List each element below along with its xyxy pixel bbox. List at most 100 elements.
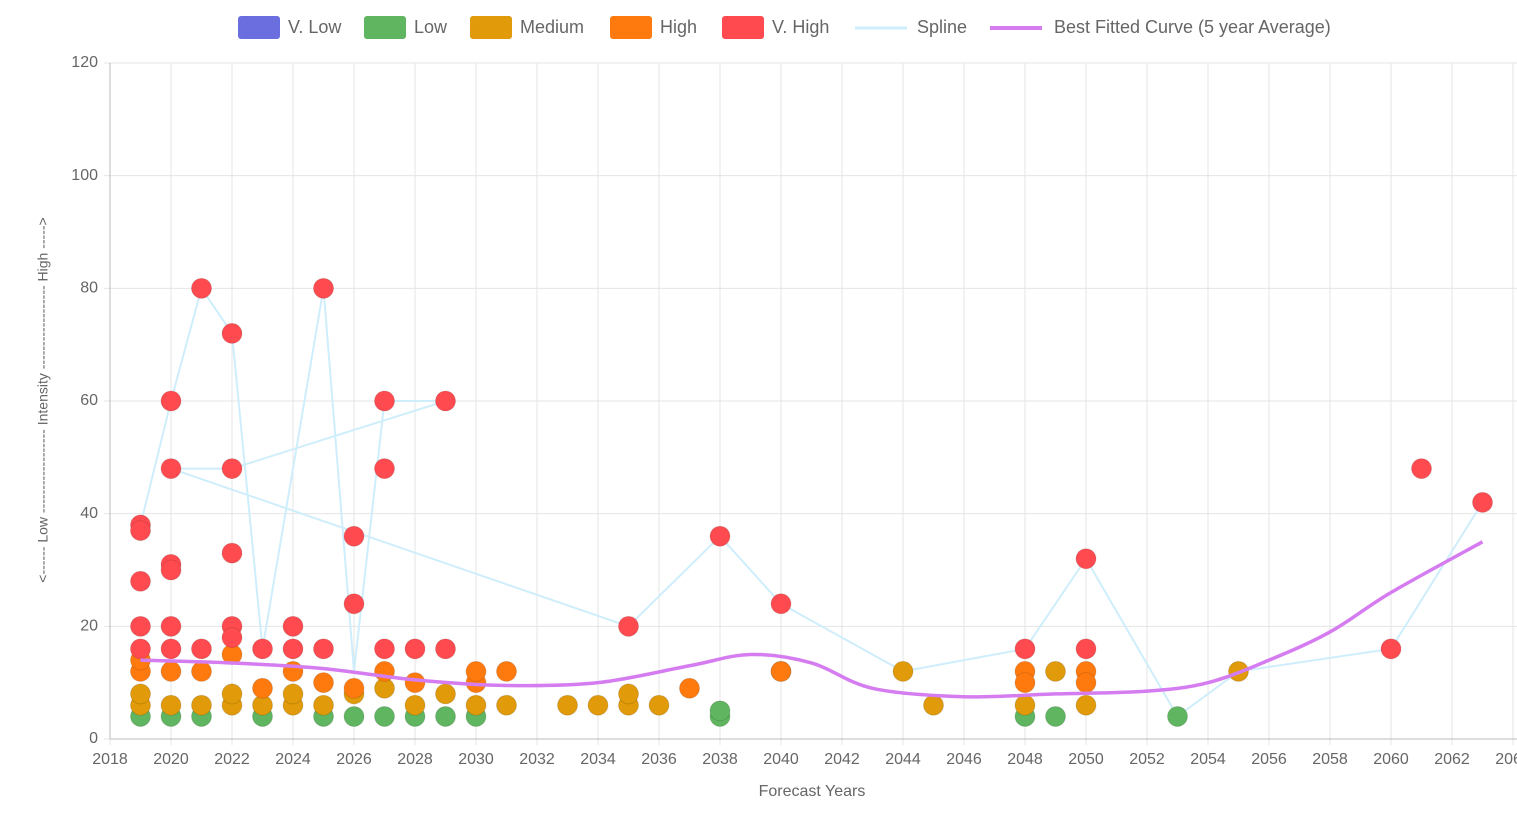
data-point	[557, 694, 578, 716]
x-tick-label: 2032	[519, 751, 555, 768]
data-point	[709, 700, 731, 722]
legend-label: Spline	[917, 17, 967, 37]
x-tick-label: 2022	[214, 751, 250, 768]
legend-label: Low	[414, 17, 448, 37]
data-point	[160, 694, 182, 716]
data-point	[221, 542, 243, 564]
data-point	[221, 458, 243, 480]
data-point	[343, 677, 365, 699]
y-tick-label: 40	[80, 505, 98, 522]
y-axis-label: <------ Low ------------------ Intensity…	[35, 217, 51, 582]
data-point	[618, 615, 639, 637]
data-point	[404, 672, 426, 694]
data-point	[313, 672, 334, 694]
x-tick-label: 2020	[153, 751, 189, 768]
data-point	[618, 683, 639, 705]
x-tick-label: 2058	[1312, 751, 1348, 768]
x-tick-label: 2050	[1068, 751, 1104, 768]
legend-item: V. Low	[238, 16, 342, 39]
data-point	[282, 615, 304, 637]
y-tick-label: 60	[80, 392, 98, 409]
data-point	[191, 694, 212, 716]
data-point	[1075, 694, 1097, 716]
data-point	[770, 660, 792, 682]
data-point	[160, 638, 182, 660]
data-point	[221, 683, 243, 705]
fitted-curve	[140, 540, 1484, 699]
data-point	[892, 660, 914, 682]
data-point	[1380, 638, 1402, 660]
data-point	[435, 705, 456, 727]
data-point	[313, 694, 334, 716]
data-point	[1014, 694, 1036, 716]
data-point	[343, 705, 365, 727]
data-point	[1014, 638, 1036, 660]
x-axis-label: Forecast Years	[759, 783, 866, 800]
data-point	[404, 694, 426, 716]
x-tick-label: 2026	[336, 751, 372, 768]
data-point	[374, 705, 395, 727]
plot-area	[130, 277, 1493, 727]
data-point	[252, 638, 273, 660]
data-point	[343, 593, 365, 615]
data-point	[496, 694, 517, 716]
data-point	[465, 660, 487, 682]
data-point	[709, 525, 731, 547]
legend-label: Medium	[520, 17, 584, 37]
data-point	[465, 694, 487, 716]
data-point	[160, 458, 182, 480]
x-tick-label: 2036	[641, 751, 677, 768]
data-point	[191, 277, 212, 299]
data-point	[1075, 548, 1097, 570]
x-tick-label: 2040	[763, 751, 799, 768]
x-tick-label: 2030	[458, 751, 494, 768]
data-point	[679, 677, 700, 699]
y-tick-label: 100	[71, 167, 98, 184]
data-point	[435, 683, 456, 705]
data-point	[343, 525, 365, 547]
data-point	[313, 277, 334, 299]
x-tick-label: 2042	[824, 751, 860, 768]
x-tick-label: 2046	[946, 751, 982, 768]
data-point	[221, 322, 243, 344]
data-point	[160, 660, 182, 682]
data-point	[191, 638, 212, 660]
x-tick-label: 2024	[275, 751, 311, 768]
legend-swatch	[610, 16, 652, 39]
x-tick-label: 2048	[1007, 751, 1043, 768]
data-point	[770, 593, 792, 615]
legend-swatch	[722, 16, 764, 39]
data-point	[160, 390, 182, 412]
data-point	[587, 694, 609, 716]
data-point	[1075, 638, 1097, 660]
x-tick-label: 2064	[1495, 751, 1517, 768]
x-tick-label: 2018	[92, 751, 128, 768]
legend-item: Medium	[470, 16, 584, 39]
x-tick-label: 2052	[1129, 751, 1165, 768]
x-tick-label: 2054	[1190, 751, 1226, 768]
x-tick-label: 2028	[397, 751, 433, 768]
data-point	[1045, 660, 1066, 682]
spline-line	[139, 285, 1484, 718]
data-point	[1472, 491, 1493, 513]
data-point	[1014, 672, 1036, 694]
x-tick-label: 2060	[1373, 751, 1409, 768]
data-point	[374, 638, 395, 660]
y-tick-label: 120	[71, 54, 98, 71]
data-point	[435, 638, 456, 660]
x-tick-label: 2062	[1434, 751, 1470, 768]
y-tick-label: 20	[80, 618, 98, 635]
legend-label: High	[660, 17, 697, 37]
data-point	[130, 615, 151, 637]
legend-label: V. High	[772, 17, 829, 37]
data-point	[130, 570, 151, 592]
legend-swatch	[470, 16, 512, 39]
data-point	[648, 694, 670, 716]
legend-item: Low	[364, 16, 448, 39]
legend-item: V. High	[722, 16, 829, 39]
data-point	[1045, 705, 1066, 727]
data-point	[923, 694, 944, 716]
data-point	[221, 627, 243, 649]
data-point	[374, 458, 395, 480]
